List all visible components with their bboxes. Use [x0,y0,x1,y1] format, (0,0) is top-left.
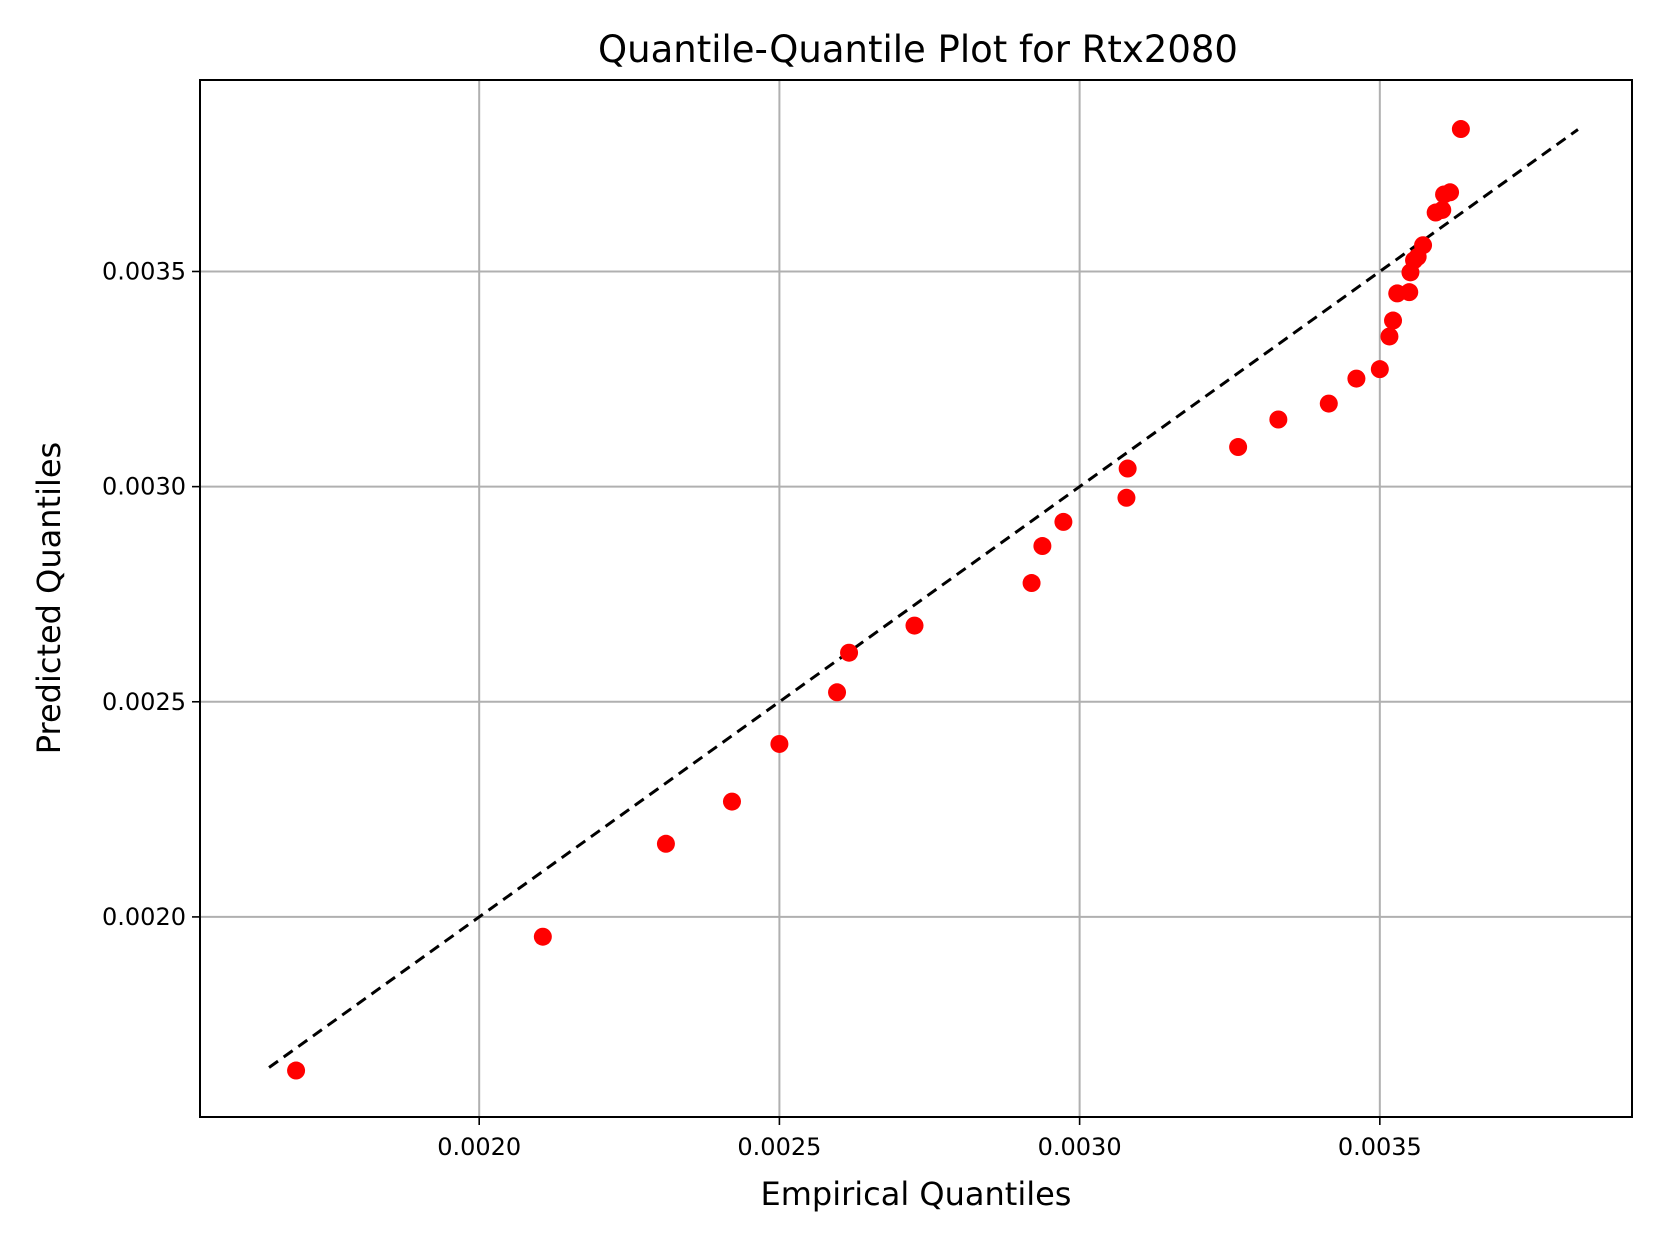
data-point [1118,459,1137,478]
data-point [1414,236,1433,255]
data-points [287,120,1470,1080]
x-axis-ticks: 0.0020 0.0025 0.0030 0.0035 [437,1117,1422,1161]
plot-frame [199,79,1633,1118]
data-point [840,643,859,662]
y-tick-label: 0.0035 [102,257,186,285]
reference-line-layer [268,128,1579,1069]
data-point [1229,438,1248,457]
reference-line [268,128,1579,1069]
chart-title: Quantile-Quantile Plot for Rtx2080 [598,28,1238,71]
data-point [1269,410,1288,429]
data-point [1033,537,1052,556]
grid [200,80,1632,1117]
data-point [1054,512,1073,531]
data-point [1370,360,1389,379]
data-point [828,683,847,702]
data-point [1380,327,1399,346]
x-axis-label: Empirical Quantiles [761,1175,1072,1213]
x-tick-label: 0.0025 [737,1133,821,1161]
data-point [656,834,675,853]
x-tick-label: 0.0020 [437,1133,521,1161]
data-point [1384,311,1403,330]
data-point [1117,488,1136,507]
data-point [1441,183,1460,202]
data-point [1400,283,1419,302]
data-point [1022,574,1041,593]
y-tick-label: 0.0025 [102,688,186,716]
data-point [905,616,924,635]
data-point [770,734,789,753]
data-point [722,792,741,811]
y-axis-ticks: 0.0020 0.0025 0.0030 0.0035 [102,257,200,931]
x-tick-label: 0.0030 [1038,1133,1122,1161]
y-tick-label: 0.0020 [102,903,186,931]
data-point [287,1061,306,1080]
data-point [1451,120,1470,139]
y-tick-label: 0.0030 [102,473,186,501]
x-tick-label: 0.0035 [1338,1133,1422,1161]
y-axis-label: Predicted Quantiles [30,442,68,754]
data-point [1433,200,1452,219]
data-point [1347,369,1366,388]
data-point [1319,394,1338,413]
data-point [533,927,552,946]
